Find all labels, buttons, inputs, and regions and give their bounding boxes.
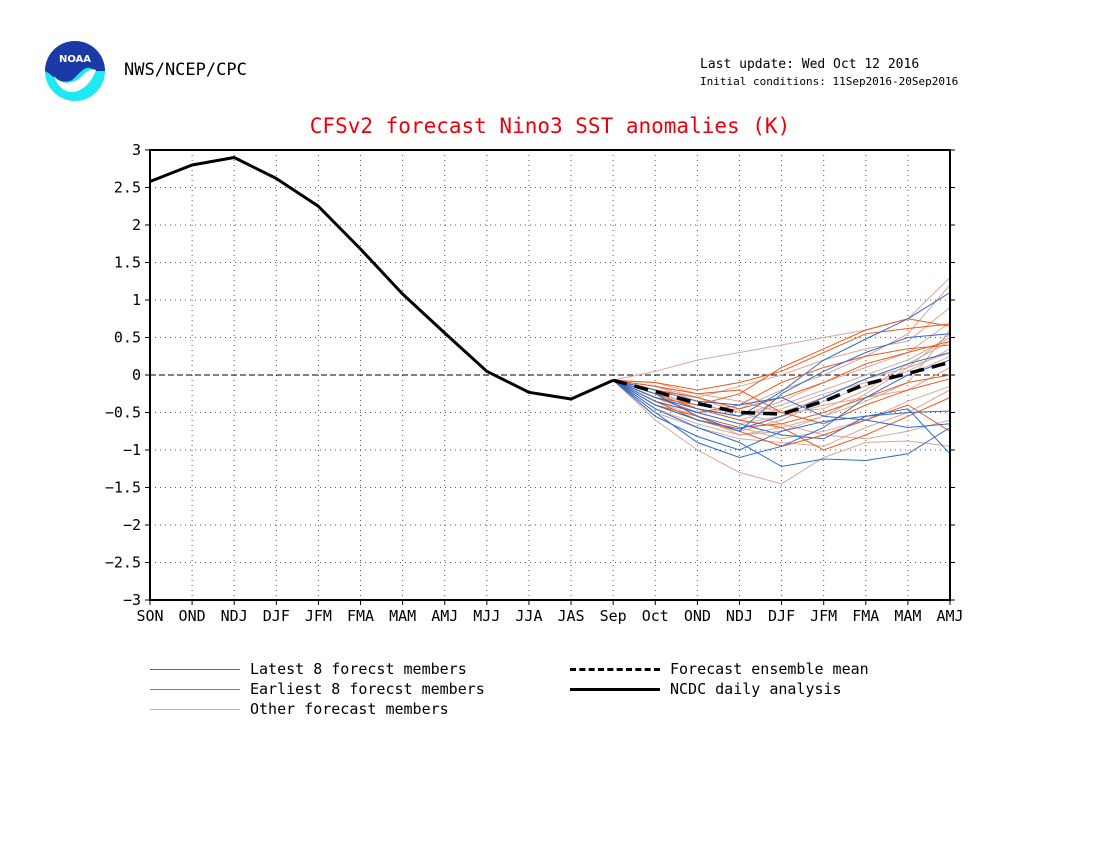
y-tick-label: −1.5	[105, 479, 141, 497]
earliest-member-line	[613, 323, 951, 391]
noaa-logo-text: NOAA	[59, 54, 91, 65]
earliest-member-line	[613, 344, 951, 414]
last-update-text: Last update: Wed Oct 12 2016	[700, 57, 920, 72]
earliest-member-line	[613, 379, 951, 451]
other-member-line	[613, 322, 951, 417]
other-member-line	[612, 379, 951, 440]
x-tick-label: MJJ	[473, 607, 500, 625]
latest-member-line	[612, 352, 951, 430]
x-tick-label: DJF	[263, 607, 290, 625]
legend-mean: Forecast ensemble mean	[570, 660, 869, 678]
other-member-line	[612, 379, 951, 485]
legend-mean-label: Forecast ensemble mean	[670, 660, 869, 678]
earliest-member-line	[613, 318, 951, 406]
legend-mean-swatch	[570, 667, 660, 671]
y-tick-label: 2.5	[114, 179, 141, 197]
x-tick-label: AMJ	[431, 607, 458, 625]
latest-member-line	[612, 379, 951, 468]
legend-other-swatch	[150, 708, 240, 710]
x-tick-label: MAM	[389, 607, 416, 625]
initial-conditions-text: Initial conditions: 11Sep2016-20Sep2016	[700, 75, 959, 88]
x-tick-label: Sep	[600, 607, 627, 625]
x-tick-label: FMA	[852, 607, 879, 625]
x-tick-label: OND	[179, 607, 206, 625]
x-tick-label: JAS	[558, 607, 585, 625]
y-tick-label: −3	[123, 591, 141, 609]
legend-latest: Latest 8 forecst members	[150, 660, 467, 678]
latest-member-line	[612, 379, 951, 455]
x-tick-label: SON	[136, 607, 163, 625]
y-tick-label: 1	[132, 291, 141, 309]
x-tick-label: JFM	[810, 607, 837, 625]
x-tick-label: AMJ	[936, 607, 963, 625]
latest-members-layer	[612, 292, 951, 468]
x-tick-label: DJF	[768, 607, 795, 625]
y-tick-label: 0.5	[114, 329, 141, 347]
legend-other-label: Other forecast members	[250, 700, 449, 718]
x-tick-label: OND	[684, 607, 711, 625]
legend-earliest-swatch	[150, 688, 240, 690]
y-tick-label: 2	[132, 216, 141, 234]
x-tick-label: FMA	[347, 607, 374, 625]
y-tick-label: −0.5	[105, 404, 141, 422]
main-series-layer	[149, 156, 951, 416]
y-tick-label: 3	[132, 141, 141, 159]
legend-analysis-label: NCDC daily analysis	[670, 680, 842, 698]
legend-other: Other forecast members	[150, 700, 449, 718]
x-tick-label: Oct	[642, 607, 669, 625]
legend-earliest-label: Earliest 8 forecst members	[250, 680, 485, 698]
legend-analysis-swatch	[570, 687, 660, 691]
chart-title: CFSv2 forecast Nino3 SST anomalies (K)	[309, 114, 791, 138]
earliest-member-line	[612, 374, 951, 429]
legend-earliest: Earliest 8 forecst members	[150, 680, 485, 698]
y-tick-label: −2	[123, 516, 141, 534]
analysis-line	[149, 156, 614, 401]
legend-analysis: NCDC daily analysis	[570, 680, 842, 698]
y-tick-label: 0	[132, 366, 141, 384]
other-member-line	[612, 379, 951, 447]
y-tick-label: −2.5	[105, 554, 141, 572]
y-tick-label: −1	[123, 441, 141, 459]
y-tick-label: 1.5	[114, 254, 141, 272]
noaa-logo: NOAA	[45, 41, 105, 101]
latest-member-line	[613, 333, 951, 432]
x-tick-label: NDJ	[221, 607, 248, 625]
earliest-member-line	[613, 378, 951, 425]
ensemble-mean-line	[612, 360, 951, 416]
x-tick-label: JFM	[305, 607, 332, 625]
latest-member-line	[612, 359, 951, 459]
plot-frame	[149, 149, 951, 601]
legend-latest-swatch	[150, 668, 240, 670]
grid-layer	[150, 150, 950, 600]
x-tick-label: NDJ	[726, 607, 753, 625]
legend-latest-label: Latest 8 forecst members	[250, 660, 467, 678]
other-member-line	[613, 337, 951, 417]
x-tick-label: MAM	[894, 607, 921, 625]
org-label: NWS/NCEP/CPC	[124, 60, 247, 80]
other-member-line	[613, 277, 951, 381]
x-tick-label: JJA	[515, 607, 542, 625]
